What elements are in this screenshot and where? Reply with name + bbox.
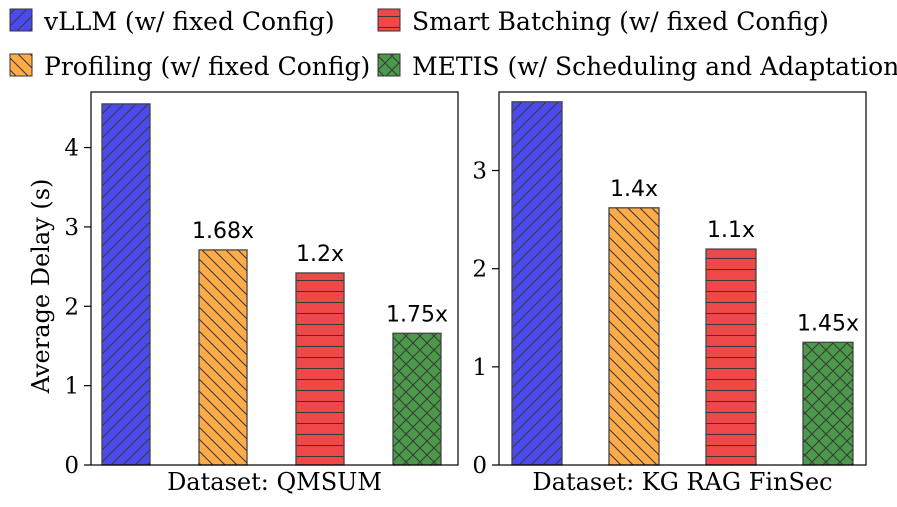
- bar-annotation-profiling-w-fixed-config: 1.68x: [192, 219, 254, 244]
- bar-hatch-metis-w-scheduling-and-adaptation: [392, 332, 442, 466]
- y-tick-label: 2: [472, 257, 487, 283]
- x-axis-label: Dataset: KG RAG FinSec: [532, 468, 832, 496]
- legend-item-smart-batching: Smart Batching (w/ fixed Config): [377, 7, 829, 36]
- bar-hatch-metis-w-scheduling-and-adaptation: [802, 341, 854, 466]
- x-axis-label: Dataset: QMSUM: [167, 468, 382, 496]
- bar-hatch-profiling-w-fixed-config: [608, 207, 660, 466]
- bar-annotation-smart-batching-w-fixed-config: 1.1x: [707, 218, 755, 243]
- plot-frame: [498, 91, 867, 466]
- y-tick-label: 0: [472, 453, 487, 479]
- plot-frame: [90, 91, 459, 466]
- bar-hatch-vllm-w-fixed-config: [511, 101, 563, 466]
- legend-label-smart-batching: Smart Batching (w/ fixed Config): [412, 7, 829, 36]
- y-tick-label: 2: [64, 294, 79, 320]
- legend-item-profiling: Profiling (w/ fixed Config): [9, 52, 370, 81]
- y-tick-label: 4: [64, 136, 79, 162]
- legend: vLLM (w/ fixed Config) Smart Batching (w…: [9, 7, 897, 81]
- panel-kg-rag-finsec: 1.4x 1.1x 1.45x 0 1 2 3 Dataset: KG RAG FinSec: [472, 91, 867, 496]
- legend-swatch-smart-batching-hatch: [377, 8, 401, 32]
- bar-hatch-profiling-w-fixed-config: [198, 249, 248, 466]
- legend-item-vllm: vLLM (w/ fixed Config): [9, 7, 335, 36]
- y-tick-label: 0: [64, 453, 79, 479]
- legend-swatch-metis-hatch: [377, 53, 401, 77]
- bar-annotation-profiling-w-fixed-config: 1.4x: [610, 177, 658, 202]
- bar-annotation-metis-w-scheduling-and-adaptation: 1.75x: [386, 302, 448, 327]
- bar-annotation-smart-batching-w-fixed-config: 1.2x: [296, 242, 344, 267]
- y-tick-label: 1: [64, 374, 79, 400]
- panel-qmsum: 1.68x 1.2x 1.75x 0 1 2 3 4 Dataset: QMSUM: [64, 91, 459, 496]
- y-tick-label: 1: [472, 355, 487, 381]
- y-tick-label: 3: [472, 159, 487, 185]
- legend-swatch-profiling-hatch: [9, 53, 33, 77]
- legend-item-metis: METIS (w/ Scheduling and Adaptation): [377, 52, 897, 81]
- bar-hatch-vllm-w-fixed-config: [101, 103, 151, 466]
- y-axis-label: Average Delay (s): [27, 179, 55, 395]
- legend-label-vllm: vLLM (w/ fixed Config): [43, 7, 335, 36]
- legend-label-profiling: Profiling (w/ fixed Config): [44, 52, 370, 81]
- legend-swatch-vllm-hatch: [9, 8, 33, 32]
- y-tick-label: 3: [64, 215, 79, 241]
- bar-hatch-smart-batching-w-fixed-config: [705, 248, 757, 466]
- legend-label-metis: METIS (w/ Scheduling and Adaptation): [412, 52, 897, 81]
- bar-hatch-smart-batching-w-fixed-config: [295, 272, 345, 466]
- bar-annotation-metis-w-scheduling-and-adaptation: 1.45x: [797, 311, 859, 336]
